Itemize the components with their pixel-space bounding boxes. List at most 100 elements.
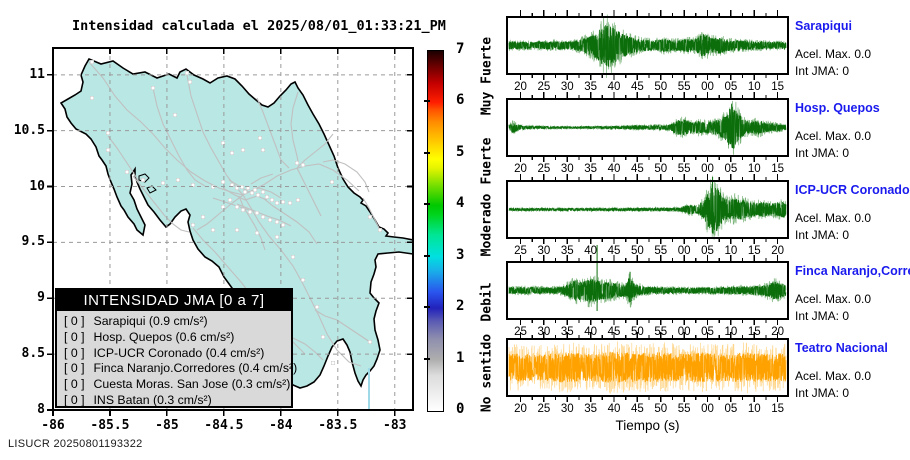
colorbar-tick [424,306,430,309]
colorbar-number: 0 [456,401,465,417]
panel-tick-label: 10 [747,403,761,415]
panel-tick-label: 05 [701,245,714,257]
legend-item-intensity: [ 0 ] [64,377,85,392]
colorbar-number: 2 [456,298,465,315]
panel-tick-label: 15 [771,81,784,93]
map-lon-tick-label: -83 [383,418,407,433]
panel-frame [506,16,789,75]
panel-tick-label: 35 [560,245,574,257]
panel-tick-label: 55 [654,245,668,257]
panel-tick-label: 20 [771,326,784,338]
legend-item-intensity: [ 0 ] [64,329,85,344]
road-network [88,61,380,367]
station-name: ICP-UCR Coronado [795,183,910,197]
map-frame [52,47,414,411]
panel-tick-label: 30 [560,163,574,175]
map-frame-ticks [47,48,413,416]
panel-tick-label: 00 [677,245,691,257]
int-jma-label: Int JMA: 0 [795,146,850,160]
colorbar-number: 4 [456,195,465,212]
panel-tick-label: 10 [724,326,738,338]
seismogram-panel-2 [506,174,789,244]
watermark-text: LISUCR 20250801193322 [8,438,143,450]
legend-item: [ 0 ] INS Batan (0.3 cm/s²) [57,393,291,409]
colorbar-category-label: Fuerte [479,137,495,185]
panel-tick-label: 45 [630,403,644,415]
panel-tick-label: 30 [560,81,574,93]
int-jma-label: Int JMA: 0 [795,228,850,242]
panel-tick-label: 30 [537,245,551,257]
panel-tick-label: 50 [654,163,668,175]
panel-tick-label: 15 [747,245,761,257]
panel-tick-label: 00 [701,403,714,415]
panel-ticks [519,174,779,244]
map-lat-tick-label: 10 [29,178,45,194]
seismogram-panel-0 [506,10,789,80]
legend-item: [ 0 ] ICP-UCR Coronado (0.4 cm/s²) [57,346,291,362]
map-lat-tick-label: 9 [37,290,45,306]
legend-item-station: Finca Naranjo.Corredores (0.4 cm/s²) [93,361,298,376]
acel-max-label: Acel. Max. 0.0 [795,369,872,383]
legend-item-intensity: [ 0 ] [64,314,85,328]
panel-tick-label: 20 [514,403,527,415]
panel-tick-label: 05 [701,326,714,338]
station-dots [89,60,383,366]
panel-tick-label: 35 [584,163,597,175]
map-lat-tick-label: 9.5 [21,234,45,250]
station-name: Sarapiqui [795,19,852,33]
legend-item-station: Sarapiqui (0.9 cm/s²) [93,314,208,328]
panel-tick-label: 05 [724,81,738,93]
panel-ticks [519,332,779,402]
panel-frame [506,180,789,239]
waveform-trace [508,278,787,303]
int-jma-label: Int JMA: 0 [795,309,850,323]
acel-max-label: Acel. Max. 0.0 [795,211,872,225]
colorbar-category-label: No sentido [479,333,495,413]
int-jma-label: Int JMA: 0 [795,386,850,400]
colorbar-number: 1 [456,349,465,366]
intensity-colorbar [427,50,444,412]
colorbar-tick [424,203,430,206]
panel-tick-label: 40 [607,403,621,415]
panel-tick-label: 40 [584,326,597,338]
panel-frame [506,98,789,157]
legend-item: [ 0 ] Cuesta Moras. San Jose (0.3 cm/s²) [57,377,291,393]
legend-item-intensity: [ 0 ] [64,392,85,407]
waveform-trace [508,25,787,67]
panel-tick-label: 10 [747,163,761,175]
panel-tick-label: 30 [560,403,574,415]
colorbar-tick [424,151,430,154]
intensity-legend-box: INTENSIDAD JMA [0 a 7] [ 0 ] Sarapiqui (0… [55,288,297,409]
seismogram-panel-1 [506,92,789,162]
panel-frame [506,261,789,320]
panel-ticks [519,255,779,325]
panel-tick-label: 45 [607,245,621,257]
panel-tick-label: 00 [677,326,691,338]
panel-tick-label: 40 [607,81,621,93]
panel-ticks [519,92,779,162]
panel-tick-label: 15 [747,326,761,338]
panel-tick-label: 10 [724,245,738,257]
panel-tick-label: 35 [560,326,574,338]
map-lon-tick-label: -86 [41,418,65,433]
colorbar-number: 3 [456,246,465,263]
panel-tick-label: 00 [701,81,714,93]
station-name: Finca Naranjo,Corredor [795,264,910,278]
legend-item: [ 0 ] Hosp. Quepos (0.6 cm/s²) [57,330,291,346]
legend-item-station: INS Batan (0.3 cm/s²) [93,392,212,407]
panel-tick-label: 45 [630,163,644,175]
map-lon-tick-label: -84 [269,418,293,433]
land-polygon [59,57,413,389]
map-title: Intensidad calculada el 2025/08/01_01:33… [72,18,446,34]
station-name: Teatro Nacional [795,341,888,355]
time-axis-label: Tiempo (s) [615,418,680,433]
panel-tick-label: 20 [771,245,784,257]
colorbar-category-label: Muy Fuerte [479,36,495,115]
panel-tick-label: 55 [677,81,691,93]
panel-tick-label: 25 [537,163,551,175]
panel-ticks [519,10,779,80]
panel-tick-label: 50 [654,403,668,415]
legend-item: [ 0 ] Finca Naranjo.Corredores (0.4 cm/s²… [57,361,297,377]
map-lon-tick-label: -85 [155,418,179,433]
